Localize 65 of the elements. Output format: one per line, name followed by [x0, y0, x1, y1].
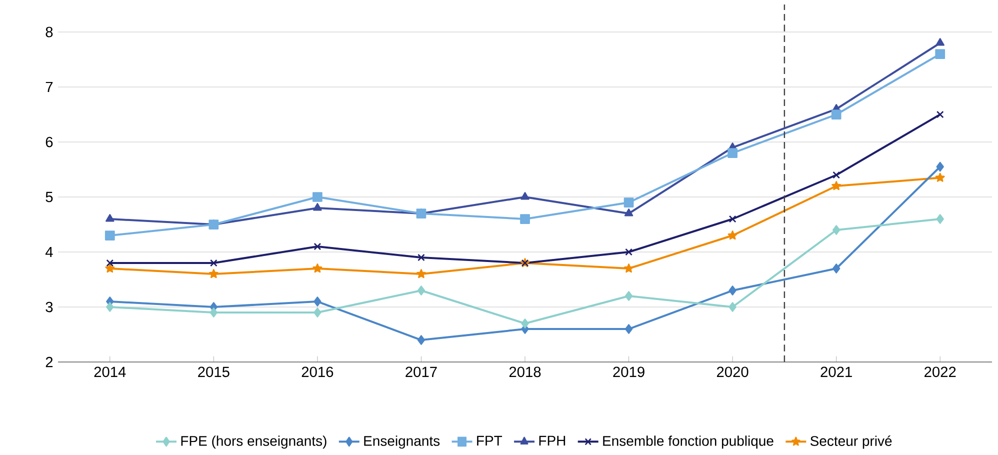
point — [208, 269, 218, 278]
point — [417, 335, 426, 345]
x-tick-label: 2014 — [94, 366, 126, 378]
x-tick-label: 2020 — [716, 366, 748, 378]
point — [832, 181, 842, 190]
legend-label: Enseignants — [364, 436, 440, 449]
point — [936, 214, 944, 224]
y-tick-label: 6 — [46, 136, 53, 148]
x-tick-label: 2016 — [302, 366, 334, 378]
point — [314, 308, 322, 318]
legend-label: FPH — [539, 436, 566, 446]
x-tick-label: 2018 — [509, 366, 541, 378]
point — [105, 264, 115, 273]
x-tick-label: 2015 — [198, 366, 230, 378]
point — [831, 110, 842, 120]
y-tick-label: 4 — [45, 246, 53, 258]
point — [313, 203, 322, 211]
point — [624, 324, 633, 334]
point — [624, 291, 633, 301]
point — [520, 214, 530, 224]
legend-label: Ensemble fonction publique — [603, 436, 774, 449]
x-tick-label: 2017 — [406, 366, 437, 378]
point — [935, 172, 945, 182]
y-tick-label: 5 — [46, 192, 53, 202]
point — [728, 302, 736, 312]
point — [936, 162, 944, 172]
y-tick-label: 2 — [46, 356, 53, 368]
point — [728, 230, 738, 240]
point — [832, 264, 840, 274]
point — [624, 264, 634, 273]
point — [418, 254, 425, 262]
point — [312, 264, 322, 273]
point — [314, 242, 322, 250]
point — [106, 302, 114, 312]
point — [728, 215, 736, 223]
point — [416, 269, 426, 278]
point — [314, 296, 322, 306]
x-tick-label: 2021 — [820, 366, 852, 378]
point — [625, 248, 632, 256]
point — [106, 214, 114, 222]
point — [936, 38, 944, 46]
point — [624, 208, 634, 216]
point — [832, 171, 840, 179]
point — [104, 230, 115, 240]
point — [728, 286, 736, 296]
legend-label: Secteur privé — [810, 436, 892, 449]
point — [210, 259, 218, 267]
point — [624, 198, 634, 208]
point — [210, 308, 218, 318]
point — [520, 192, 530, 200]
point — [936, 110, 944, 118]
point — [935, 49, 946, 59]
point — [106, 259, 114, 267]
x-tick-label: 2022 — [924, 366, 956, 378]
point — [521, 318, 529, 328]
legend-label: FPE (hors enseignants) — [181, 436, 326, 449]
y-tick-label: 8 — [46, 26, 53, 38]
y-tick-label: 7 — [46, 82, 53, 92]
legend-label: FPT — [477, 436, 502, 446]
y-tick-label: 3 — [46, 302, 53, 312]
point — [417, 286, 426, 296]
point — [312, 192, 322, 202]
x-tick-label: 2019 — [613, 366, 644, 378]
point — [728, 148, 738, 158]
point — [832, 225, 840, 235]
